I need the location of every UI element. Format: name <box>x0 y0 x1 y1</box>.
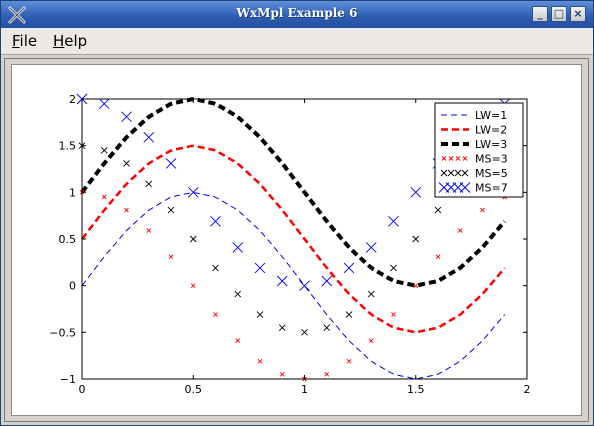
menu-help[interactable]: Help <box>53 32 87 50</box>
legend-marker <box>454 169 462 177</box>
data-marker[interactable] <box>146 228 152 233</box>
menu-file-label: ile <box>19 32 38 50</box>
x-tick-label: 0 <box>79 383 86 396</box>
x-tick-label: 1.5 <box>407 383 425 396</box>
plot-canvas[interactable]: 0 0.5 1 1.5 2 2 1.5 1 0.5 0 −0.5 −1 LW=1 LW=2 LW=3 MS=3… <box>11 64 582 416</box>
data-marker[interactable] <box>365 242 377 253</box>
data-marker[interactable] <box>301 329 308 336</box>
x-tick-label: 0.5 <box>185 383 203 396</box>
data-marker[interactable] <box>257 358 263 364</box>
y-tick-label: 0.5 <box>59 233 77 246</box>
legend-label: MS=5 <box>475 167 508 180</box>
data-marker[interactable] <box>388 215 399 227</box>
maximize-icon[interactable]: □ <box>551 6 567 22</box>
series-line-3[interactable] <box>80 97 507 288</box>
legend-label: MS=3 <box>475 153 508 166</box>
x-tick-label: 1 <box>301 383 308 396</box>
data-marker[interactable] <box>190 283 196 288</box>
legend-marker <box>455 156 461 161</box>
data-marker[interactable] <box>410 187 422 198</box>
legend-label: MS=7 <box>475 182 508 195</box>
x-tick-label: 2 <box>524 383 531 396</box>
data-marker[interactable] <box>412 235 420 243</box>
data-marker[interactable] <box>346 358 352 364</box>
data-marker[interactable] <box>367 290 375 298</box>
data-marker[interactable] <box>213 312 218 317</box>
data-marker[interactable] <box>232 242 244 253</box>
data-marker[interactable] <box>167 206 175 214</box>
data-marker[interactable] <box>413 283 419 288</box>
data-marker[interactable] <box>235 338 241 344</box>
y-tick-label: −1 <box>60 373 76 386</box>
data-marker[interactable] <box>100 147 108 154</box>
legend-marker <box>441 156 447 161</box>
legend-marker <box>461 169 469 177</box>
chart[interactable]: 0 0.5 1 1.5 2 2 1.5 1 0.5 0 −0.5 −1 LW=1 LW=2LW=3 MS=3… <box>12 65 581 415</box>
data-marker[interactable] <box>256 311 264 318</box>
legend-label: LW=3 <box>475 138 507 151</box>
legend-marker <box>462 156 468 161</box>
data-marker[interactable] <box>168 254 174 260</box>
data-marker[interactable] <box>212 264 219 272</box>
y-tick-label: 2 <box>69 93 76 106</box>
data-marker[interactable] <box>391 312 396 317</box>
data-marker[interactable] <box>276 275 288 287</box>
data-marker[interactable] <box>434 206 442 214</box>
data-marker[interactable] <box>279 372 285 377</box>
data-marker[interactable] <box>278 324 286 331</box>
data-marker[interactable] <box>368 338 374 344</box>
menu-help-mnemonic: H <box>53 32 65 50</box>
legend-marker <box>447 169 455 177</box>
series-line-1[interactable] <box>81 192 506 380</box>
legend-marker <box>448 156 454 161</box>
legend-box <box>434 102 524 198</box>
data-marker[interactable] <box>343 262 355 274</box>
data-marker[interactable] <box>98 98 110 109</box>
data-marker[interactable] <box>457 228 463 233</box>
data-marker[interactable] <box>165 158 177 169</box>
data-marker[interactable] <box>189 235 197 243</box>
data-marker[interactable] <box>321 275 333 287</box>
y-tick-label: −0.5 <box>49 326 76 339</box>
legend-label: LW=2 <box>475 124 507 137</box>
legend-marker <box>440 169 448 177</box>
data-marker[interactable] <box>324 372 330 377</box>
data-marker[interactable] <box>101 194 107 200</box>
menu-file-mnemonic: F <box>12 32 20 50</box>
legend-marker <box>459 182 471 193</box>
data-marker[interactable] <box>390 264 397 272</box>
title-bar[interactable]: WxMpl Example 6 _ □ × <box>1 1 593 28</box>
legend-label: LW=1 <box>475 109 507 122</box>
close-icon[interactable]: × <box>570 6 586 22</box>
data-marker[interactable] <box>435 254 441 260</box>
y-tick-label: 0 <box>69 280 76 293</box>
data-marker[interactable] <box>254 262 266 274</box>
data-marker[interactable] <box>123 160 130 167</box>
data-marker[interactable] <box>234 290 242 298</box>
minimize-icon[interactable]: _ <box>532 6 548 22</box>
data-marker[interactable] <box>345 311 353 318</box>
window-title: WxMpl Example 6 <box>236 6 358 20</box>
data-marker[interactable] <box>121 111 132 123</box>
data-marker[interactable] <box>323 324 331 331</box>
data-marker[interactable] <box>145 180 153 188</box>
y-tick-label: 1 <box>69 186 76 199</box>
menu-bar: File Help <box>1 28 593 55</box>
data-marker[interactable] <box>124 207 129 213</box>
data-marker[interactable] <box>210 215 221 227</box>
data-marker[interactable] <box>143 131 155 143</box>
data-marker[interactable] <box>480 207 485 213</box>
wx-app-icon[interactable] <box>7 5 27 25</box>
data-marker[interactable] <box>299 280 310 291</box>
y-tick-label: 1.5 <box>59 140 77 153</box>
data-marker[interactable] <box>187 187 199 198</box>
menu-file[interactable]: File <box>12 32 37 50</box>
menu-help-label: elp <box>64 32 88 50</box>
series-line-2[interactable] <box>81 144 506 334</box>
client-area: 0 0.5 1 1.5 2 2 1.5 1 0.5 0 −0.5 −1 LW=1 LW=2 LW=3 MS=3… <box>4 58 589 422</box>
